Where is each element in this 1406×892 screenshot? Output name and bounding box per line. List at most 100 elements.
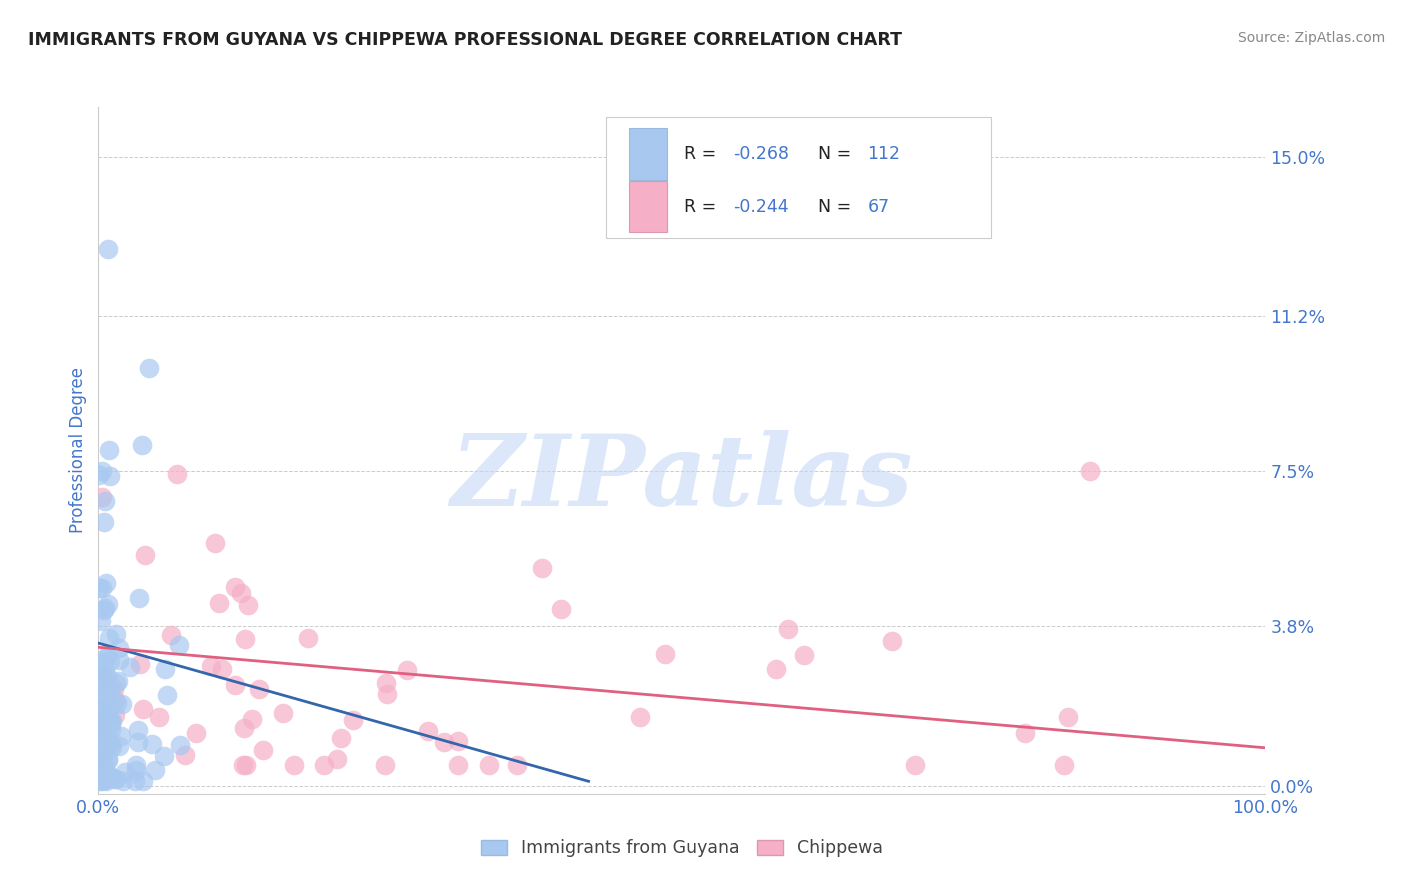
Point — [111, 774, 134, 789]
Point — [93, 603, 115, 617]
Point — [90, 716, 112, 731]
Point — [96, 718, 118, 732]
Point — [90, 724, 112, 739]
Point — [91, 696, 114, 710]
Point — [105, 627, 128, 641]
Point — [155, 688, 177, 702]
Point — [200, 658, 222, 673]
Point — [211, 662, 233, 676]
Y-axis label: Professional Degree: Professional Degree — [69, 368, 87, 533]
Point — [93, 685, 115, 699]
Point — [89, 716, 111, 731]
Point — [131, 774, 153, 789]
Point — [97, 243, 120, 257]
Point — [235, 757, 257, 772]
Point — [97, 631, 120, 645]
Point — [208, 596, 231, 610]
Point — [93, 732, 115, 747]
Point — [96, 669, 118, 683]
Point — [107, 739, 129, 753]
Point — [160, 628, 183, 642]
Point — [236, 599, 259, 613]
Point — [148, 710, 170, 724]
Point — [97, 597, 120, 611]
Point — [550, 602, 572, 616]
Point — [229, 586, 252, 600]
Point — [93, 723, 115, 737]
Point — [375, 676, 398, 690]
Point — [94, 664, 117, 678]
Point — [91, 733, 114, 747]
Point — [104, 772, 127, 786]
Text: Source: ZipAtlas.com: Source: ZipAtlas.com — [1237, 31, 1385, 45]
Text: -0.244: -0.244 — [734, 198, 789, 216]
FancyBboxPatch shape — [630, 128, 666, 179]
Point — [90, 719, 112, 733]
Text: R =: R = — [685, 198, 723, 216]
Point — [776, 622, 799, 636]
Point — [630, 709, 652, 723]
Point — [89, 751, 111, 765]
Point — [224, 678, 246, 692]
FancyBboxPatch shape — [606, 118, 991, 237]
Point — [91, 761, 114, 775]
Text: N =: N = — [818, 198, 858, 216]
Point — [96, 713, 118, 727]
Point — [169, 738, 191, 752]
Point — [184, 726, 207, 740]
Point — [96, 772, 118, 787]
Point — [96, 707, 118, 722]
Point — [1014, 726, 1036, 740]
Point — [89, 655, 111, 669]
Point — [1080, 464, 1102, 478]
Point — [90, 771, 112, 785]
Point — [97, 709, 120, 723]
Point — [91, 730, 114, 744]
Point — [87, 774, 110, 789]
Point — [100, 654, 122, 668]
Point — [90, 711, 112, 725]
Point — [94, 774, 117, 789]
Text: N =: N = — [818, 145, 858, 162]
Point — [433, 735, 456, 749]
Point — [100, 736, 122, 750]
Point — [124, 774, 146, 789]
Point — [283, 757, 305, 772]
Point — [91, 756, 114, 770]
Point — [91, 773, 114, 788]
Point — [98, 695, 121, 709]
Point — [98, 442, 121, 457]
Point — [89, 715, 111, 730]
Point — [247, 682, 270, 697]
Point — [100, 738, 122, 752]
Point — [94, 493, 117, 508]
Point — [134, 548, 156, 562]
Point — [90, 701, 112, 715]
Point — [98, 698, 121, 713]
Point — [105, 696, 128, 710]
Text: R =: R = — [685, 145, 723, 162]
Point — [94, 651, 117, 665]
Point — [127, 723, 149, 738]
Point — [1057, 710, 1080, 724]
Point — [89, 740, 111, 755]
Point — [94, 735, 117, 749]
Point — [416, 724, 439, 739]
Point — [654, 647, 676, 661]
Point — [93, 676, 115, 690]
Point — [93, 515, 115, 529]
Point — [93, 689, 115, 703]
Point — [87, 468, 110, 483]
Point — [91, 490, 114, 504]
Point — [447, 733, 470, 747]
Point — [325, 752, 347, 766]
Point — [90, 753, 112, 767]
Point — [505, 757, 527, 772]
Point — [90, 614, 112, 628]
Point — [89, 762, 111, 776]
Text: 67: 67 — [868, 198, 890, 216]
Point — [882, 633, 904, 648]
Point — [1053, 757, 1076, 772]
Point — [478, 757, 501, 772]
Point — [104, 675, 127, 690]
